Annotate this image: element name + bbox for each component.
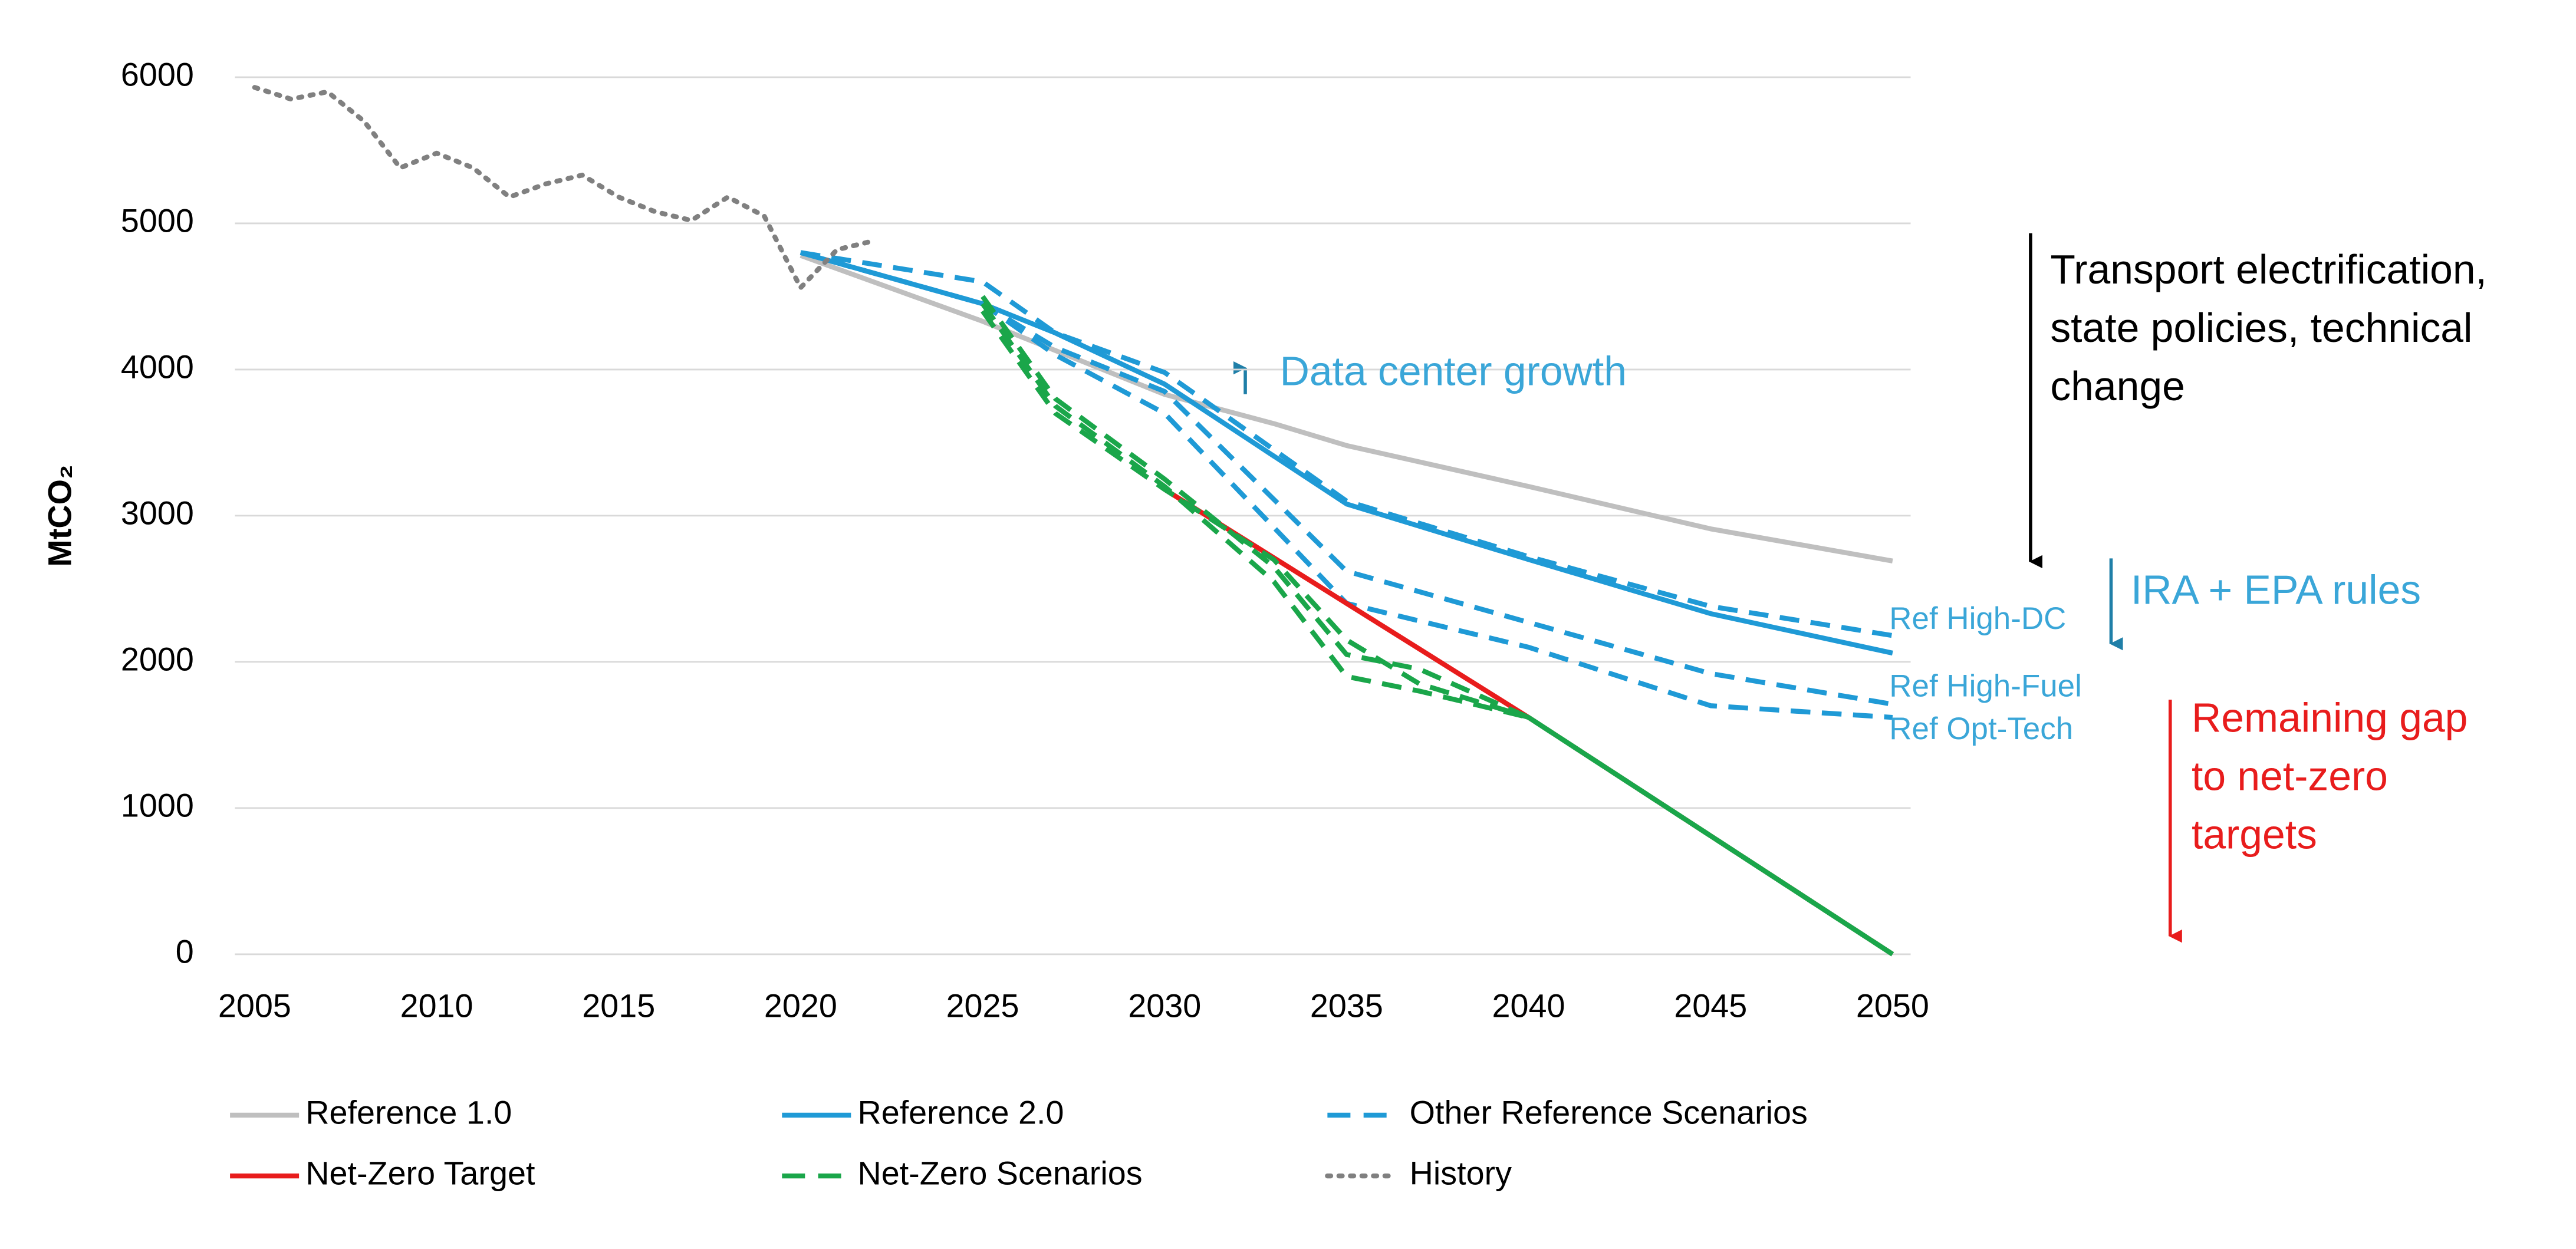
y-tick-label: 4000 xyxy=(121,349,194,385)
legend-label: Reference 2.0 xyxy=(857,1095,1064,1131)
x-tick-label: 2025 xyxy=(946,988,1019,1024)
y-axis-label: MtCO₂ xyxy=(42,464,78,566)
series-line xyxy=(981,309,1894,957)
legend-label: Net-Zero Target xyxy=(305,1155,535,1192)
x-tick-label: 2035 xyxy=(1310,988,1383,1024)
series-line xyxy=(252,85,876,291)
y-tick-label: 1000 xyxy=(121,787,194,824)
series-line xyxy=(981,302,1894,957)
x-tick-label: 2050 xyxy=(1856,988,1929,1024)
series-label: Ref High-Fuel xyxy=(1889,668,2082,703)
legend-label: Reference 1.0 xyxy=(305,1095,512,1131)
annotation: Remaining gap xyxy=(2192,695,2468,741)
x-tick-label: 2030 xyxy=(1128,988,1201,1024)
series-label: Ref Opt-Tech xyxy=(1889,711,2073,746)
series-line xyxy=(800,253,1893,563)
y-tick-label: 0 xyxy=(176,934,194,970)
y-tick-label: 5000 xyxy=(121,203,194,239)
x-tick-label: 2045 xyxy=(1674,988,1747,1024)
series-line xyxy=(800,250,1893,638)
series-label: Ref High-DC xyxy=(1889,601,2066,636)
annotation: Data center growth xyxy=(1280,348,1627,394)
x-tick-label: 2005 xyxy=(218,988,291,1024)
legend-label: Other Reference Scenarios xyxy=(1410,1095,1808,1131)
x-tick-label: 2040 xyxy=(1492,988,1565,1024)
series-line xyxy=(800,250,1893,720)
annotation: change xyxy=(2050,363,2184,409)
annotation: IRA + EPA rules xyxy=(2131,566,2421,612)
x-tick-label: 2015 xyxy=(582,988,655,1024)
series-line xyxy=(800,250,1893,707)
y-tick-label: 3000 xyxy=(121,495,194,532)
legend-label: History xyxy=(1410,1155,1512,1192)
legend-label: Net-Zero Scenarios xyxy=(857,1155,1142,1192)
y-tick-label: 2000 xyxy=(121,641,194,678)
annotation: targets xyxy=(2192,811,2317,857)
annotation: to net-zero xyxy=(2192,753,2388,799)
annotation: state policies, technical xyxy=(2050,305,2472,351)
annotation: Transport electrification, xyxy=(2050,246,2487,292)
y-tick-label: 6000 xyxy=(121,57,194,93)
x-tick-label: 2020 xyxy=(764,988,837,1024)
x-tick-label: 2010 xyxy=(400,988,473,1024)
